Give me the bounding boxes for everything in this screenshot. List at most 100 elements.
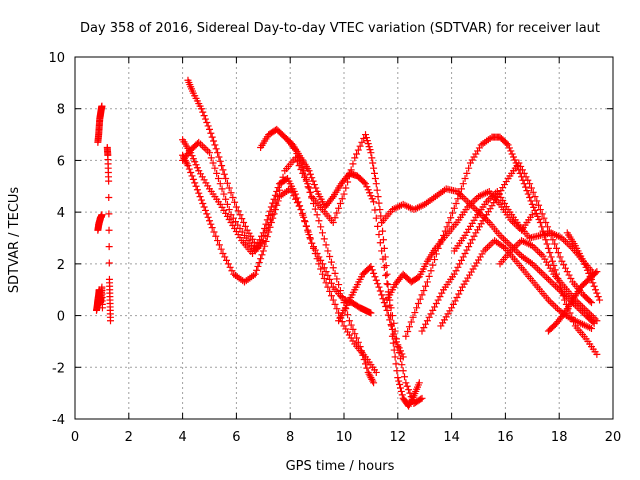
x-tick-label: 16 bbox=[497, 430, 514, 445]
data-point bbox=[542, 218, 550, 226]
data-point bbox=[362, 180, 370, 188]
data-point bbox=[215, 153, 223, 161]
data-point bbox=[368, 195, 376, 203]
data-point bbox=[277, 180, 285, 188]
data-point bbox=[392, 338, 400, 346]
data-point bbox=[549, 236, 557, 244]
data-point bbox=[183, 160, 191, 168]
data-point bbox=[222, 175, 230, 183]
data-point bbox=[199, 108, 207, 116]
data-point bbox=[372, 180, 380, 188]
data-point bbox=[384, 311, 392, 319]
data-point bbox=[327, 292, 335, 300]
data-point bbox=[333, 209, 341, 217]
data-point bbox=[199, 200, 207, 208]
data-point bbox=[372, 276, 380, 284]
data-point bbox=[270, 206, 278, 214]
data-point bbox=[304, 180, 312, 188]
data-point bbox=[234, 207, 242, 215]
data-point bbox=[536, 206, 544, 214]
data-point bbox=[384, 281, 392, 289]
data-point bbox=[353, 334, 361, 342]
data-point bbox=[214, 175, 222, 183]
data-point bbox=[445, 218, 453, 226]
data-point bbox=[209, 159, 217, 167]
data-point bbox=[582, 263, 590, 271]
data-point bbox=[195, 189, 203, 197]
data-point bbox=[217, 245, 225, 253]
data-point bbox=[373, 186, 381, 194]
x-tick-label: 8 bbox=[286, 430, 294, 445]
data-point bbox=[369, 159, 377, 167]
data-point bbox=[215, 241, 223, 249]
data-point bbox=[306, 188, 314, 196]
data-point bbox=[320, 275, 328, 283]
data-point bbox=[206, 125, 213, 133]
grid-lines bbox=[75, 57, 613, 419]
data-point bbox=[370, 269, 378, 277]
data-point bbox=[317, 223, 325, 231]
data-point bbox=[356, 142, 364, 150]
data-point bbox=[504, 141, 512, 149]
data-point bbox=[308, 239, 316, 247]
data-point bbox=[301, 171, 309, 179]
data-point bbox=[379, 295, 387, 303]
data-point bbox=[559, 311, 567, 319]
data-point bbox=[304, 228, 312, 236]
data-point bbox=[189, 175, 197, 183]
data-point bbox=[593, 268, 601, 276]
data-point bbox=[322, 268, 330, 276]
data-point bbox=[326, 253, 334, 261]
data-point bbox=[590, 282, 598, 290]
data-point bbox=[326, 287, 334, 295]
data-point bbox=[315, 217, 323, 225]
data-point bbox=[376, 239, 384, 247]
data-point bbox=[535, 215, 543, 223]
data-point bbox=[340, 190, 348, 198]
data-point bbox=[383, 306, 391, 314]
data-point bbox=[505, 144, 513, 152]
series-early-cluster-a bbox=[94, 102, 106, 146]
data-point bbox=[459, 180, 467, 188]
data-point bbox=[272, 199, 280, 207]
data-point bbox=[318, 229, 326, 237]
data-point bbox=[338, 195, 346, 203]
data-point bbox=[220, 170, 228, 178]
data-point bbox=[279, 173, 287, 181]
data-point bbox=[390, 330, 398, 338]
data-point bbox=[507, 147, 515, 155]
data-point bbox=[423, 278, 431, 286]
data-point bbox=[354, 338, 362, 346]
data-point bbox=[200, 203, 208, 211]
data-point bbox=[414, 300, 422, 308]
data-point bbox=[391, 335, 399, 343]
data-point bbox=[401, 373, 409, 381]
data-point bbox=[204, 213, 212, 221]
data-point bbox=[592, 269, 600, 277]
data-point bbox=[238, 215, 246, 223]
data-point bbox=[333, 305, 341, 313]
data-point bbox=[551, 266, 559, 274]
data-point bbox=[210, 228, 218, 236]
data-point bbox=[344, 178, 352, 186]
data-point bbox=[530, 203, 538, 211]
data-point bbox=[508, 150, 516, 158]
x-tick-label: 20 bbox=[605, 430, 622, 445]
data-point bbox=[581, 260, 589, 268]
data-point bbox=[253, 266, 261, 274]
data-point bbox=[197, 196, 205, 204]
data-point bbox=[329, 264, 337, 272]
data-point bbox=[354, 146, 362, 154]
data-point bbox=[394, 341, 402, 349]
series-early-cluster-b bbox=[94, 211, 106, 234]
data-point bbox=[392, 360, 400, 368]
data-point bbox=[383, 280, 391, 288]
data-point bbox=[413, 304, 421, 312]
y-axis-label: SDTVAR / TECUs bbox=[7, 187, 22, 294]
data-point bbox=[396, 381, 404, 389]
data-point bbox=[409, 313, 417, 321]
data-point bbox=[265, 221, 273, 229]
data-point bbox=[372, 214, 380, 222]
data-point bbox=[363, 137, 371, 145]
data-point bbox=[360, 178, 368, 186]
